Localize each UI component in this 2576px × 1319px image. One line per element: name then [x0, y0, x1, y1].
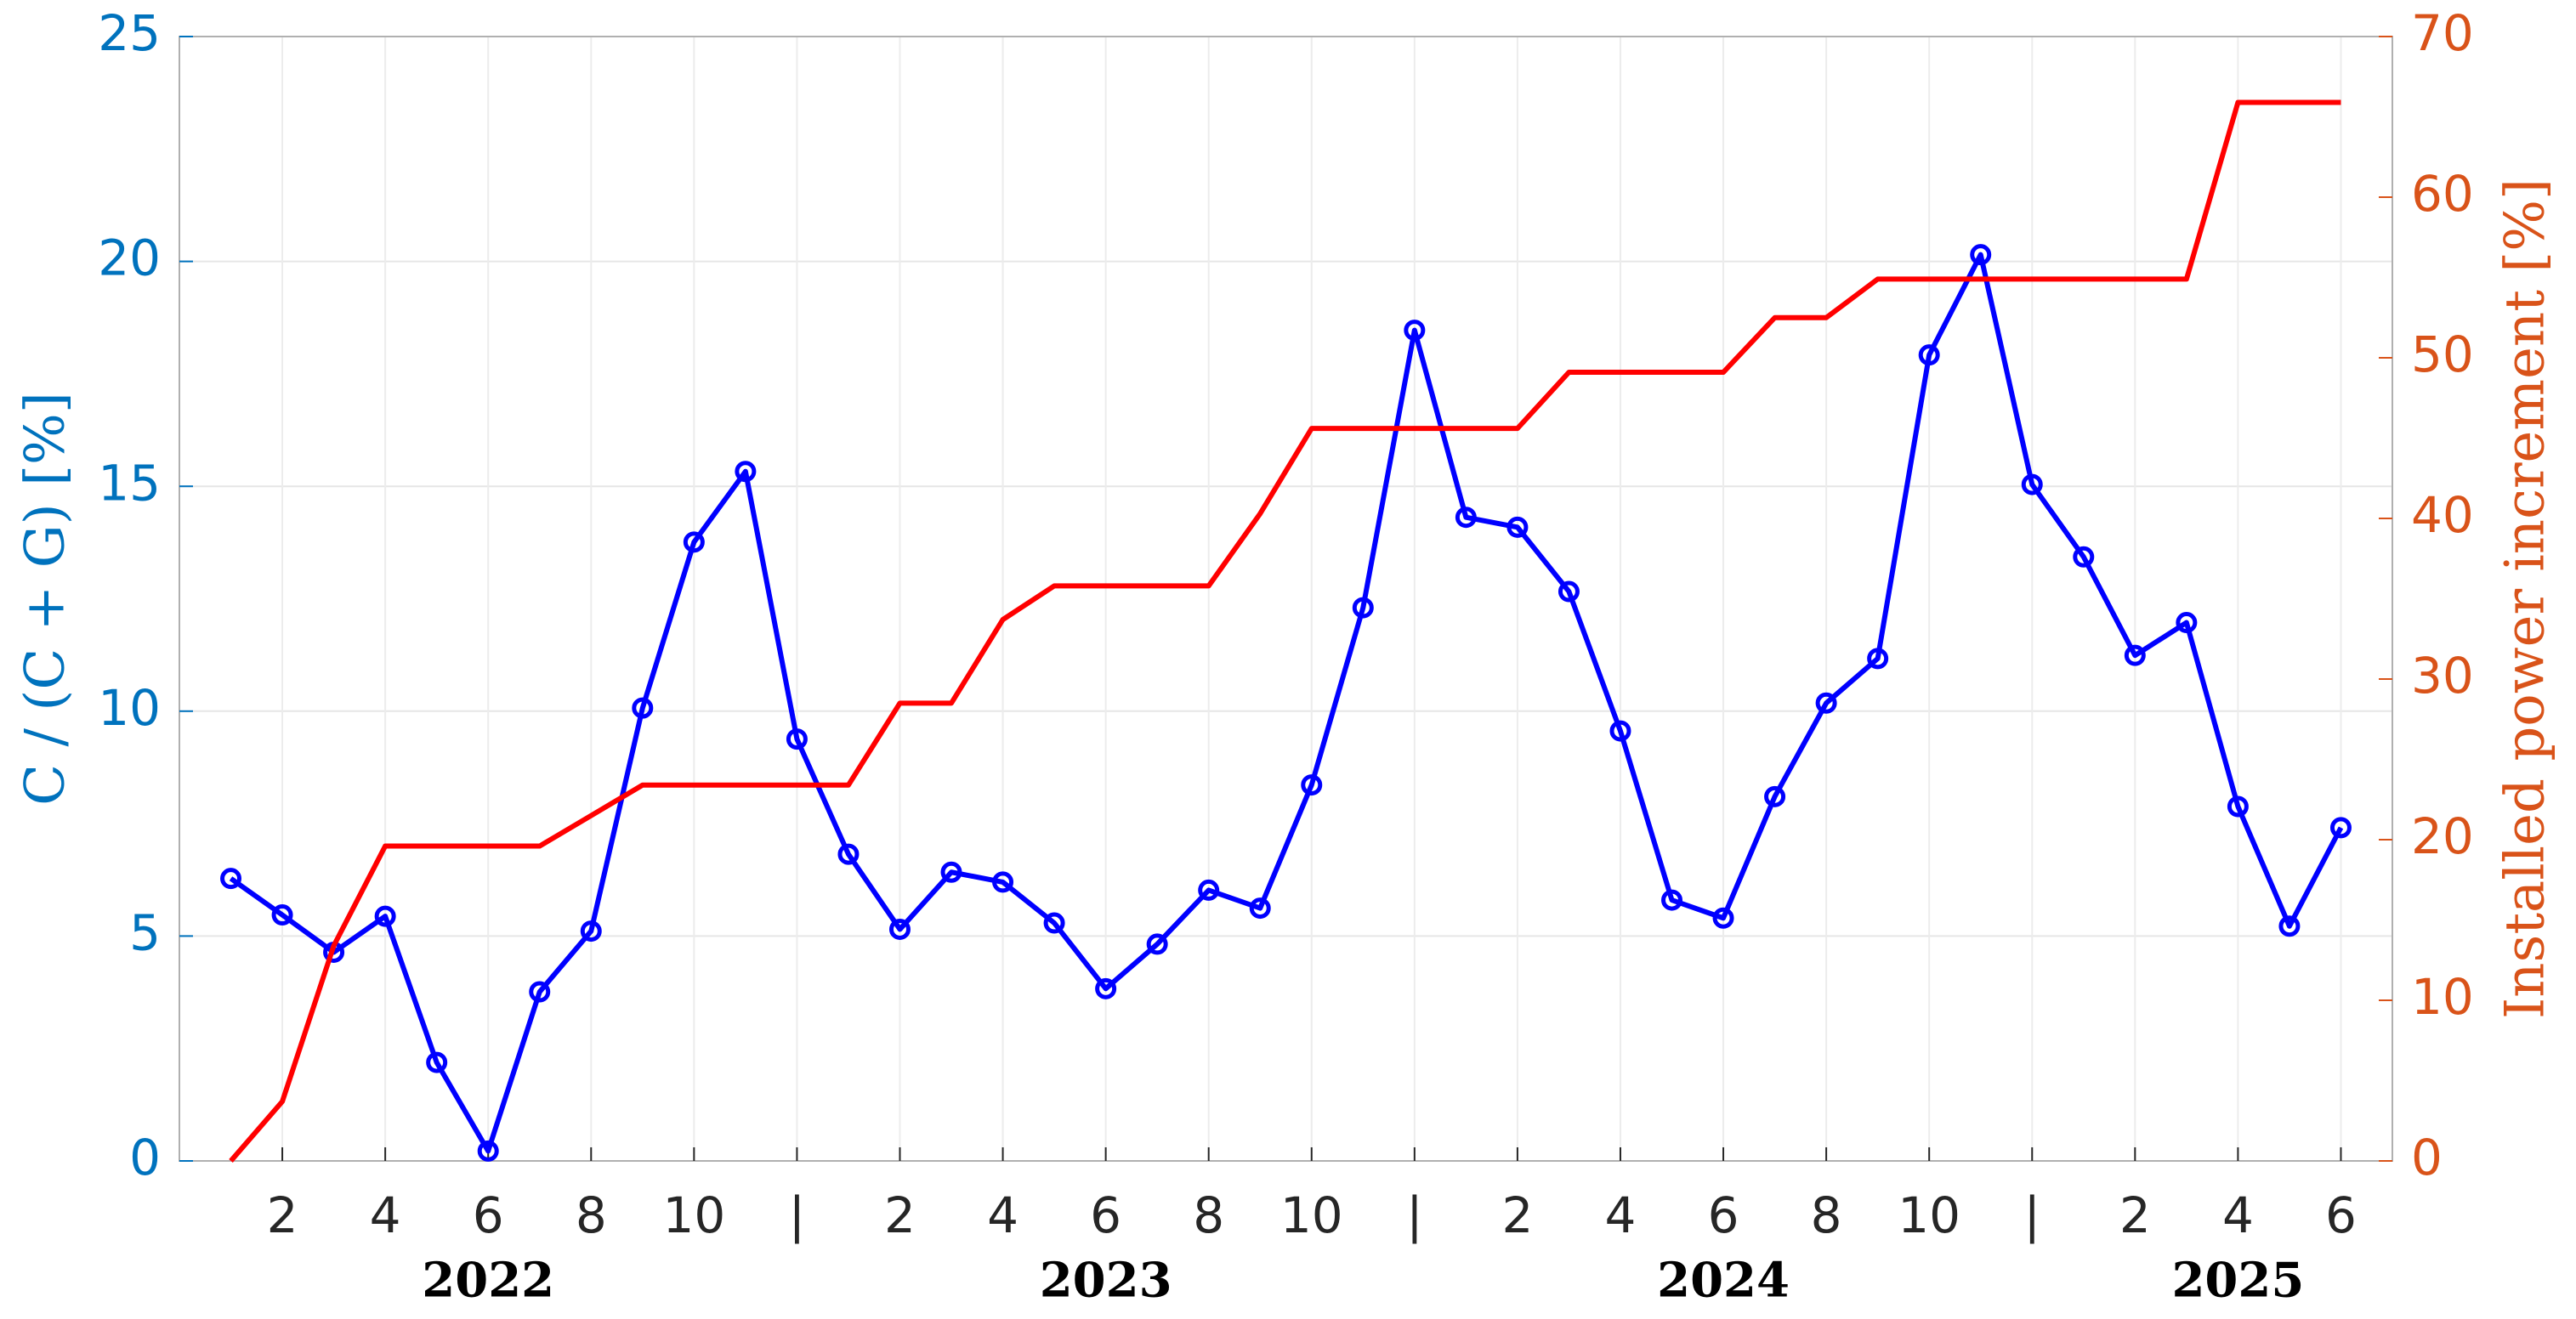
y-tick-label: 0	[129, 1129, 161, 1186]
series-line	[229, 252, 2344, 1154]
data-point	[426, 1051, 448, 1073]
data-point	[1764, 785, 1786, 807]
x-tick-label: 10	[1898, 1186, 1960, 1244]
data-point	[940, 861, 962, 883]
year-label: 2022	[422, 1253, 554, 1309]
x-tick-label: 10	[1280, 1186, 1343, 1244]
data-point	[1918, 344, 1940, 366]
x-tick-label: |	[2023, 1186, 2040, 1244]
series-line	[229, 99, 2341, 1163]
x-tick-label: 6	[473, 1186, 504, 1244]
y2-tick-label: 50	[2411, 326, 2474, 383]
data-point	[1352, 597, 1374, 619]
data-point	[632, 697, 654, 719]
y2-axis-label: Installed power increment [%]	[2494, 178, 2557, 1019]
data-point	[1815, 692, 1837, 714]
data-point	[2073, 546, 2095, 568]
data-point	[992, 871, 1014, 893]
data-point	[1712, 907, 1734, 929]
data-point	[2329, 817, 2352, 839]
y2-tick-label: 20	[2411, 807, 2474, 865]
data-point	[1609, 720, 1631, 742]
y2-tick-label: 70	[2411, 4, 2474, 62]
y2-tick-label: 0	[2411, 1129, 2443, 1186]
x-tick-label: 6	[1708, 1186, 1739, 1244]
data-point	[1198, 879, 1220, 901]
y-tick-label: 15	[98, 454, 161, 512]
x-tick-label: 6	[2325, 1186, 2357, 1244]
data-point	[786, 728, 808, 750]
y2-tick-label: 40	[2411, 486, 2474, 544]
year-label: 2023	[1040, 1253, 1172, 1309]
data-point	[477, 1140, 499, 1162]
data-point	[271, 904, 293, 926]
data-point	[1404, 320, 1426, 342]
x-tick-label: 8	[1193, 1186, 1224, 1244]
data-point	[2227, 795, 2249, 818]
plot-frame	[179, 36, 2393, 1162]
x-tick-label: 2	[1501, 1186, 1533, 1244]
x-tick-label: |	[789, 1186, 806, 1244]
data-point	[1043, 912, 1065, 934]
data-point	[374, 905, 396, 927]
data-point	[1867, 648, 1889, 670]
data-point	[683, 531, 705, 553]
data-point	[1506, 516, 1529, 538]
y2-tick-label: 10	[2411, 968, 2474, 1026]
data-point	[1146, 933, 1168, 955]
y-axis-label: C / (C + G) [%]	[14, 392, 77, 806]
y2-tick-label: 60	[2411, 165, 2474, 223]
y-tick-label: 25	[98, 4, 161, 62]
data-point	[1095, 977, 1117, 999]
data-point	[735, 461, 757, 483]
data-point	[1249, 897, 1271, 920]
x-tick-label: 2	[267, 1186, 298, 1244]
year-label: 2025	[2171, 1253, 2304, 1309]
data-point	[2124, 644, 2146, 666]
data-point	[529, 981, 551, 1003]
data-point	[2278, 915, 2301, 937]
x-tick-label: 2	[2119, 1186, 2151, 1244]
data-point	[1661, 889, 1683, 911]
x-tick-label: 8	[576, 1186, 607, 1244]
x-tick-label: |	[1406, 1186, 1423, 1244]
y-tick-label: 5	[129, 904, 161, 962]
data-point	[2176, 612, 2198, 634]
x-tick-label: 4	[2222, 1186, 2254, 1244]
y-tick-label: 10	[98, 679, 161, 737]
x-tick-label: 4	[1605, 1186, 1637, 1244]
x-tick-label: 6	[1090, 1186, 1121, 1244]
data-point	[580, 920, 602, 943]
data-point	[888, 918, 911, 940]
x-tick-label: 4	[987, 1186, 1018, 1244]
data-point	[2021, 473, 2043, 495]
data-point	[1455, 507, 1477, 529]
data-point	[1301, 774, 1323, 796]
x-tick-label: 10	[662, 1186, 725, 1244]
data-point	[837, 843, 860, 865]
year-label: 2024	[1657, 1253, 1790, 1309]
x-tick-label: 2	[884, 1186, 916, 1244]
data-point	[1970, 244, 1992, 266]
y2-tick-label: 30	[2411, 647, 2474, 705]
y-tick-label: 20	[98, 229, 161, 287]
x-tick-label: 8	[1811, 1186, 1842, 1244]
x-tick-label: 4	[370, 1186, 401, 1244]
data-point	[1558, 580, 1580, 603]
data-point	[220, 868, 242, 890]
